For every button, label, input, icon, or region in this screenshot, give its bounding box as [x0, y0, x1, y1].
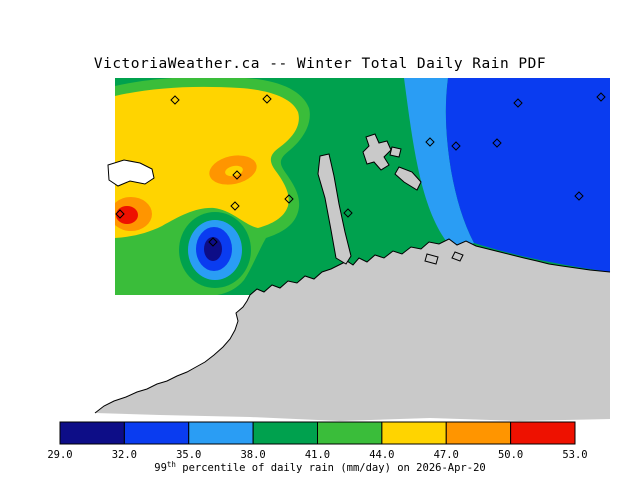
station-marker [574, 191, 584, 201]
station-marker [451, 141, 461, 151]
colorbar-segment [252, 421, 318, 445]
caption-superscript: th [167, 460, 176, 469]
sea-region [95, 239, 610, 421]
figure-caption: 99th percentile of daily rain (mm/day) o… [154, 460, 485, 474]
contour-orange-peak-core [225, 165, 243, 177]
caption-value: 99 [154, 462, 167, 474]
station-marker [492, 138, 502, 148]
caption-rest: percentile of daily rain (mm/day) on 202… [176, 462, 486, 474]
island-3 [394, 166, 422, 191]
coastline-north [249, 238, 611, 296]
contour-field [115, 78, 610, 295]
colorbar-segment [317, 421, 383, 445]
station-marker [230, 201, 240, 211]
colorbar-segment [510, 421, 576, 445]
contour-red-max [116, 206, 138, 224]
colorbar-segment [59, 421, 125, 445]
colorbar-segment [445, 421, 512, 445]
colorbar-segment [381, 421, 447, 445]
colorbar-tick-label: 47.0 [434, 449, 459, 461]
station-marker [343, 208, 353, 218]
geography [94, 133, 611, 421]
island-5 [451, 251, 464, 262]
colorbar-tick-label: 29.0 [47, 449, 72, 461]
colorbar-tick-label: 50.0 [498, 449, 523, 461]
colorbar [59, 421, 576, 445]
station-marker [262, 94, 272, 104]
station-marker [513, 98, 523, 108]
colorbar-segment [188, 421, 254, 445]
inlet-region [317, 153, 352, 265]
colorbar-ticks: 29.0 32.0 35.0 38.0 41.0 44.0 47.0 50.0 53.0 [47, 449, 587, 461]
colorbar-tick-label: 32.0 [112, 449, 137, 461]
island-4 [424, 253, 439, 265]
station-marker [115, 209, 125, 219]
colorbar-segment [123, 421, 190, 445]
colorbar-tick-label: 44.0 [369, 449, 394, 461]
station-marker [596, 92, 606, 102]
lake-outline [107, 159, 155, 187]
contour-blue-region [445, 78, 610, 272]
station-marker [284, 194, 294, 204]
island-2 [389, 146, 402, 158]
island-1 [362, 133, 392, 171]
colorbar-tick-label: 41.0 [305, 449, 330, 461]
coastline-southwest [94, 294, 251, 414]
station-marker [425, 137, 435, 147]
station-markers [115, 92, 606, 247]
station-marker [170, 95, 180, 105]
contour-yellow-region [115, 86, 299, 239]
contour-cyan-band [404, 78, 474, 250]
contour-min-core-navy [204, 237, 222, 261]
station-marker [232, 170, 242, 180]
figure-title: VictoriaWeather.ca -- Winter Total Daily… [94, 56, 546, 72]
colorbar-tick-label: 38.0 [240, 449, 265, 461]
colorbar-tick-label: 53.0 [562, 449, 587, 461]
station-marker [208, 237, 218, 247]
colorbar-tick-label: 35.0 [176, 449, 201, 461]
